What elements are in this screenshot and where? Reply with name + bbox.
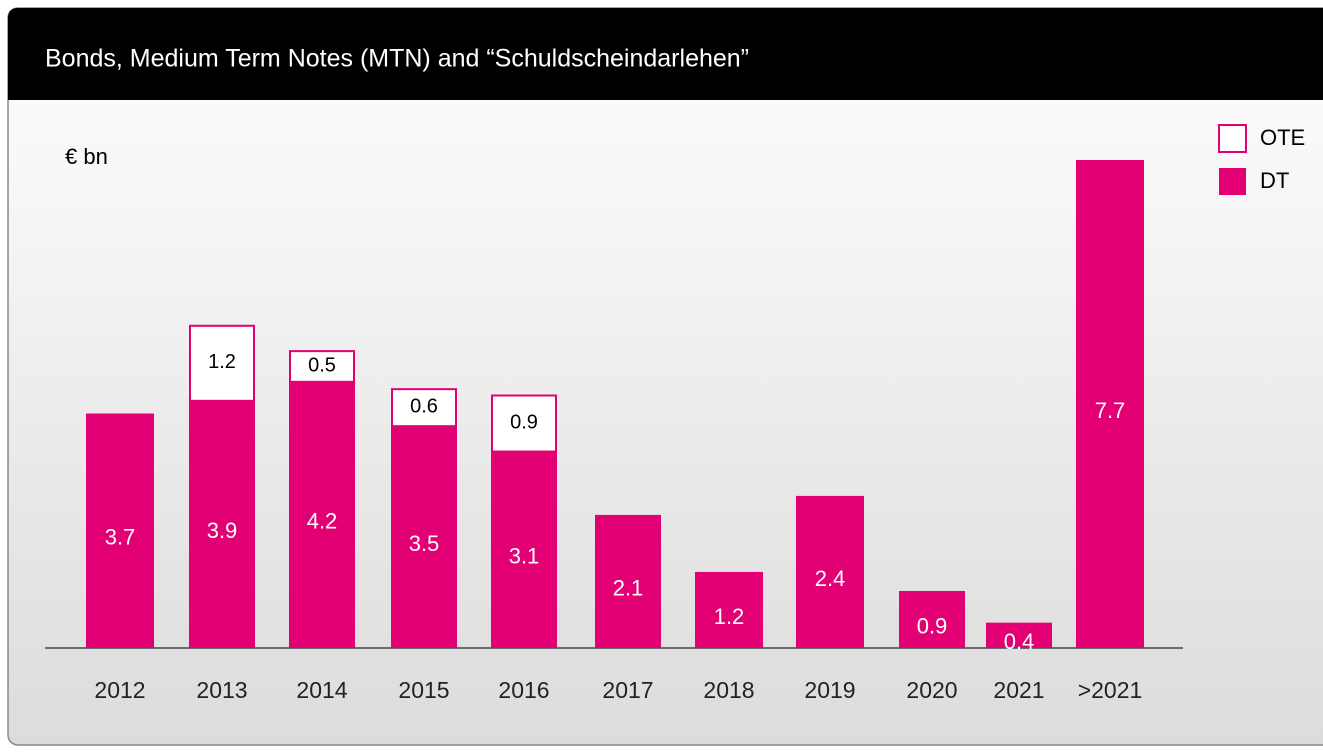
value-label: 3.9	[207, 518, 238, 543]
value-label: 7.7	[1095, 398, 1126, 423]
value-label: 2.1	[613, 575, 644, 600]
x-tick-label: 2014	[296, 677, 347, 703]
header-bar	[8, 8, 1323, 100]
x-tick-label: 2015	[398, 677, 449, 703]
legend-label: DT	[1260, 168, 1289, 193]
x-tick-label: 2019	[804, 677, 855, 703]
bar-segment	[986, 622, 1052, 648]
value-label: 3.7	[105, 525, 136, 550]
bar-segment	[391, 388, 457, 428]
legend-swatch	[1218, 124, 1247, 153]
value-label: 0.4	[1004, 629, 1035, 654]
bar-segment	[796, 495, 864, 648]
bar-segment	[289, 381, 355, 648]
x-tick-label: 2018	[703, 677, 754, 703]
bar-segment	[491, 394, 557, 453]
unit-label: € bn	[65, 144, 108, 169]
bar-segment	[189, 400, 255, 648]
bar-segment	[491, 451, 557, 648]
value-label: 2.4	[815, 566, 846, 591]
bar-segment	[86, 413, 154, 648]
legend-swatch	[1219, 168, 1246, 195]
value-label: 3.1	[509, 544, 540, 569]
bar-segment	[1076, 160, 1144, 648]
bar-segment	[899, 590, 965, 648]
x-tick-label: 2017	[602, 677, 653, 703]
value-label: 0.9	[917, 613, 948, 638]
x-tick-label: 2020	[906, 677, 957, 703]
x-tick-label: 2016	[498, 677, 549, 703]
bar-segment	[595, 514, 661, 648]
value-label: 1.2	[714, 604, 745, 629]
x-tick-label: >2021	[1078, 677, 1143, 703]
bar-segment	[289, 350, 355, 383]
value-label: 0.5	[308, 354, 336, 376]
value-label: 0.9	[510, 411, 538, 433]
bar-segment	[189, 324, 255, 402]
value-label: 3.5	[409, 531, 440, 556]
value-label: 1.2	[208, 351, 236, 373]
value-label: 4.2	[307, 509, 338, 534]
legend-label: OTE	[1260, 125, 1305, 150]
bar-segment	[695, 571, 763, 648]
x-tick-label: 2012	[94, 677, 145, 703]
x-tick-label: 2021	[993, 677, 1044, 703]
x-tick-label: 2013	[196, 677, 247, 703]
bar-segment	[391, 426, 457, 648]
chart-title: Bonds, Medium Term Notes (MTN) and “Schu…	[45, 45, 749, 73]
value-label: 0.6	[410, 395, 438, 417]
